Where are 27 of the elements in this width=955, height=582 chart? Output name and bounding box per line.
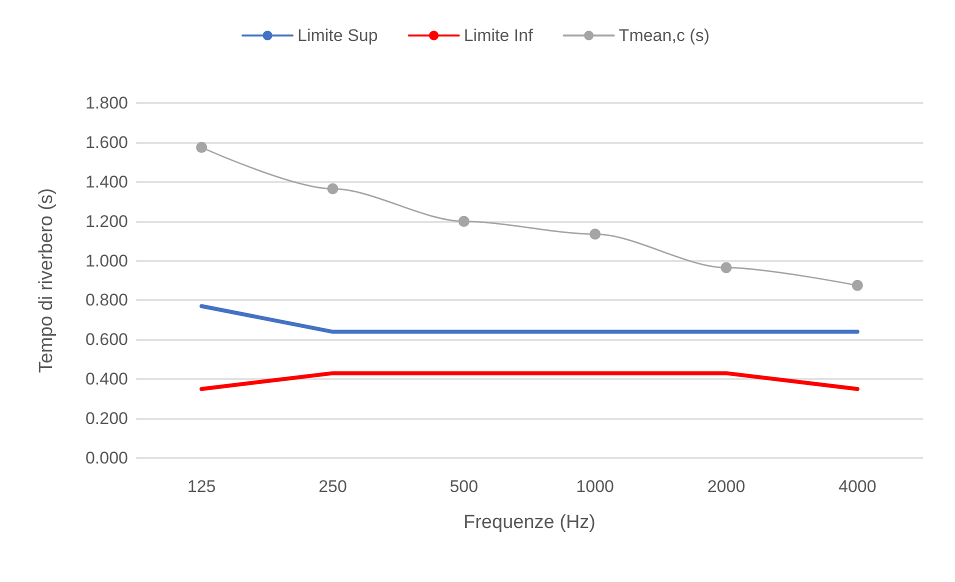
y-tick-label: 1.400 — [85, 172, 128, 192]
x-tick-label: 500 — [450, 477, 478, 496]
point — [327, 183, 338, 194]
point — [720, 262, 732, 274]
point — [458, 216, 470, 227]
y-axis-title: Tempo di riverbero (s) — [36, 188, 57, 373]
legend-label: Limite Sup — [298, 26, 378, 45]
y-tick-label: 1.200 — [85, 212, 128, 231]
legend-label: Tmean,c (s) — [618, 26, 710, 45]
x-tick-label: 250 — [318, 477, 347, 496]
y-tick-label: 0.800 — [85, 290, 128, 310]
y-tick-label: 1.800 — [85, 94, 128, 112]
x-tick-label: 125 — [187, 477, 216, 496]
x-tick-label: 4000 — [838, 477, 876, 496]
point — [590, 228, 601, 240]
point — [852, 280, 863, 291]
y-tick-label: 0.200 — [85, 409, 128, 428]
y-tick-label: 0.400 — [85, 370, 128, 389]
x-axis-title: Frequenze (Hz) — [464, 512, 596, 533]
y-tick-label: 1.000 — [85, 251, 128, 270]
x-tick-label: 2000 — [707, 477, 746, 496]
y-tick-label: 1.600 — [85, 132, 128, 152]
legend-label: Limite Inf — [464, 26, 534, 45]
point — [196, 142, 208, 153]
x-tick-label: 1000 — [576, 477, 614, 496]
y-tick-label: 0.600 — [85, 330, 128, 350]
y-tick-label: 0.000 — [85, 448, 128, 468]
